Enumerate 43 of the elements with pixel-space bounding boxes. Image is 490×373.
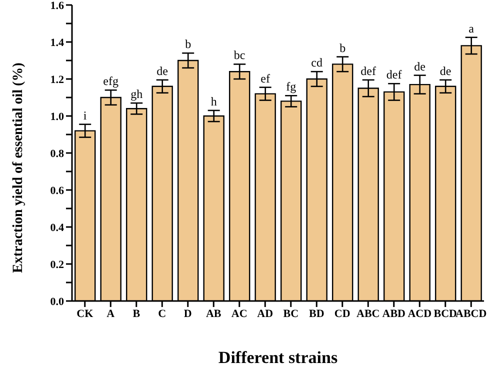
x-tick-label: A: [106, 308, 115, 320]
x-tick-label: B: [132, 308, 141, 320]
y-axis-title: Extraction yield of essential oil (%): [10, 62, 26, 273]
x-tick-label: BCD: [434, 308, 458, 320]
y-tick-label: 1.4: [50, 36, 64, 49]
x-tick-label: BD: [308, 308, 324, 320]
data-label: efg: [103, 74, 119, 88]
x-tick-label: D: [184, 308, 192, 320]
data-label: def: [360, 64, 376, 78]
data-label: def: [386, 68, 402, 82]
data-label: b: [340, 40, 346, 55]
y-tick-label: 0.0: [50, 296, 64, 308]
y-tick-label: 1.6: [50, 0, 64, 12]
x-tick-label: AD: [257, 308, 274, 320]
data-label: ef: [260, 71, 270, 86]
data-label: fg: [286, 80, 296, 94]
x-tick-label: CK: [76, 308, 94, 320]
x-axis-title: Different strains: [218, 348, 338, 367]
data-label: cd: [311, 56, 323, 70]
y-tick-label: 1.2: [50, 74, 64, 86]
y-tick-label: 1.0: [50, 110, 64, 123]
data-label: bc: [234, 48, 246, 62]
x-tick-label: ABD: [382, 308, 406, 320]
data-label: i: [83, 108, 88, 122]
data-label: de: [440, 64, 452, 78]
data-label: de: [156, 64, 168, 78]
data-label: gh: [130, 87, 143, 102]
x-tick-label: AC: [231, 308, 248, 320]
x-tick-label: ABC: [356, 308, 380, 320]
x-tick-label: CD: [334, 308, 350, 320]
data-label: h: [210, 94, 217, 108]
y-tick-label: 0.8: [50, 148, 64, 160]
x-tick-label: ACD: [408, 308, 432, 320]
x-tick-label: AB: [206, 308, 222, 320]
x-tick-label: C: [158, 308, 166, 320]
data-label: a: [468, 21, 475, 36]
data-label: b: [185, 37, 192, 52]
x-tick-label: BC: [283, 308, 299, 320]
y-tick-label: 0.6: [50, 184, 64, 197]
x-tick-label: ABCD: [456, 308, 487, 320]
y-tick-label: 0.4: [50, 222, 64, 234]
data-label: de: [414, 59, 426, 74]
y-tick-label: 0.2: [50, 258, 64, 271]
